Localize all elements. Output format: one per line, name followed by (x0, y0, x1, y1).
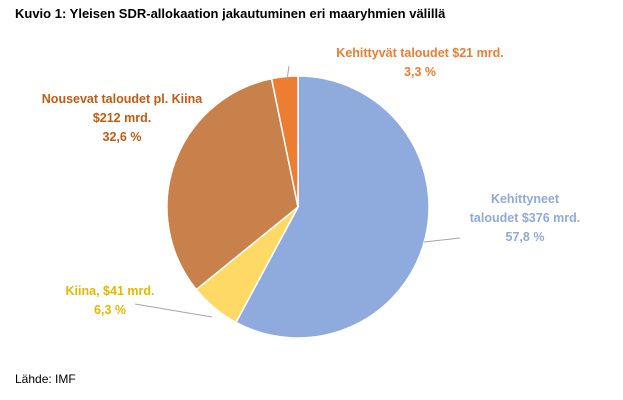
source-note: Lähde: IMF (15, 372, 76, 386)
leader-line-2 (134, 303, 213, 318)
slice-label-1: Kehittyneet taloudet $376 mrd. 57,8 % (470, 192, 580, 244)
pie-slice-1 (234, 75, 430, 339)
slice-labels: Kehittyneet taloudet $376 mrd. 57,8 % Kiina… (42, 46, 580, 317)
pie-slice-3 (166, 77, 299, 291)
slice-label-4: Kehittyvät taloudet $21 mrd. 3,3 % (336, 46, 503, 79)
leader-line-4 (286, 65, 290, 81)
leader-lines (134, 65, 461, 318)
slice-label-2: Kiina, $41 mrd. 6,3 % (66, 284, 155, 317)
pie-slice-4 (270, 75, 299, 208)
chart-title: Kuvio 1: Yleisen SDR-allokaation jakautu… (15, 6, 446, 21)
leader-line-1 (423, 237, 461, 243)
pie-slices (166, 75, 430, 339)
slice-label-3: Nousevat taloudet pl. Kiina $212 mrd. 32,6… (42, 92, 203, 144)
